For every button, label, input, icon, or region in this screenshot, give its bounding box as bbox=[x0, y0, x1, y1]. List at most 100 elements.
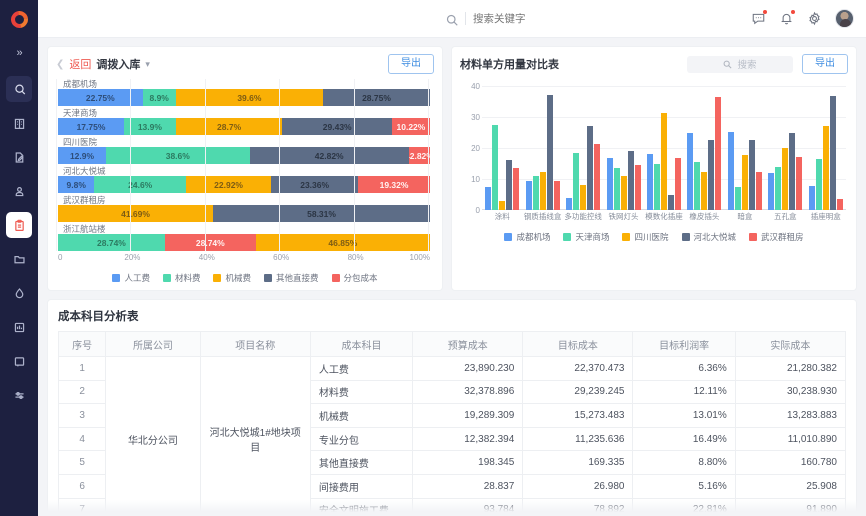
stacked-segment[interactable]: 23.36% bbox=[271, 176, 359, 193]
bar[interactable] bbox=[734, 187, 741, 210]
table-row[interactable]: 6 间接费用 28.837 26.980 5.16% 25.908 bbox=[57, 473, 847, 499]
stacked-segment[interactable]: 10.22% bbox=[391, 118, 430, 135]
bar[interactable] bbox=[727, 132, 734, 210]
bar[interactable] bbox=[513, 167, 520, 210]
bar[interactable] bbox=[492, 125, 499, 210]
stacked-segment[interactable]: 28.74% bbox=[164, 234, 256, 251]
stacked-segment[interactable]: 42.82% bbox=[408, 147, 430, 164]
bar[interactable] bbox=[573, 152, 580, 210]
bar[interactable] bbox=[485, 187, 492, 210]
search-input[interactable] bbox=[473, 12, 633, 25]
bar[interactable] bbox=[755, 171, 762, 210]
bar[interactable] bbox=[667, 195, 674, 210]
sidebar-item-contract[interactable] bbox=[6, 144, 32, 170]
bar[interactable] bbox=[627, 151, 634, 210]
bar[interactable] bbox=[613, 167, 620, 210]
stacked-segment[interactable]: 46.85% bbox=[255, 234, 430, 251]
bar[interactable] bbox=[829, 95, 836, 210]
sidebar-item-company[interactable] bbox=[6, 110, 32, 136]
app-logo[interactable] bbox=[0, 0, 38, 38]
bar[interactable] bbox=[653, 164, 660, 210]
bar[interactable] bbox=[796, 156, 803, 210]
bar[interactable] bbox=[499, 201, 506, 210]
bar[interactable] bbox=[741, 154, 748, 210]
bar[interactable] bbox=[594, 144, 601, 210]
legend-item[interactable]: 成都机场 bbox=[504, 231, 550, 243]
legend-item[interactable]: 四川医院 bbox=[622, 231, 669, 243]
sidebar-item-quality[interactable] bbox=[6, 280, 32, 306]
bar[interactable] bbox=[580, 184, 587, 210]
gear-icon[interactable] bbox=[807, 11, 822, 26]
bar[interactable] bbox=[748, 139, 755, 210]
bar[interactable] bbox=[674, 157, 681, 210]
message-icon[interactable] bbox=[751, 10, 767, 26]
stacked-segment[interactable]: 17.75% bbox=[58, 118, 125, 135]
stacked-segment[interactable]: 41.69% bbox=[58, 205, 214, 222]
bell-icon[interactable] bbox=[779, 10, 795, 26]
bar[interactable] bbox=[646, 153, 653, 210]
sidebar-item-cost[interactable] bbox=[6, 212, 32, 238]
legend-item[interactable]: 河北大悦城 bbox=[681, 231, 736, 243]
table-row[interactable]: 4 专业分包 12,382.394 11,235.636 16.49% 11,010.89… bbox=[57, 426, 847, 452]
stacked-segment[interactable]: 29.43% bbox=[282, 118, 392, 135]
bar[interactable] bbox=[506, 160, 513, 210]
table-row[interactable]: 3 机械费 19,289.309 15,273.483 13.01% 13,283.883 bbox=[57, 403, 847, 428]
stacked-segment[interactable]: 12.9% bbox=[58, 147, 106, 164]
bar[interactable] bbox=[587, 126, 594, 210]
bar[interactable] bbox=[532, 175, 539, 210]
bar[interactable] bbox=[782, 148, 789, 210]
sidebar-item-settings-panel[interactable] bbox=[6, 382, 32, 408]
stacked-segment[interactable]: 28.74% bbox=[58, 234, 165, 251]
chevron-down-icon[interactable]: ▾ bbox=[145, 58, 150, 69]
bar[interactable] bbox=[634, 165, 641, 210]
bar[interactable] bbox=[694, 162, 701, 210]
stacked-segment[interactable]: 13.9% bbox=[124, 118, 176, 135]
sidebar-item-search[interactable] bbox=[6, 76, 32, 102]
right-export-button[interactable]: 导出 bbox=[802, 54, 848, 74]
legend-item[interactable]: 机械费 bbox=[213, 272, 251, 284]
sidebar-item-monitor[interactable] bbox=[6, 314, 32, 340]
sidebar-collapse-button[interactable]: » bbox=[16, 47, 22, 59]
stacked-segment[interactable]: 19.32% bbox=[358, 176, 430, 193]
bar[interactable] bbox=[539, 171, 546, 210]
bar[interactable] bbox=[606, 158, 613, 210]
bar[interactable] bbox=[553, 181, 560, 210]
stacked-segment[interactable]: 9.8% bbox=[58, 176, 95, 193]
stacked-segment[interactable]: 22.75% bbox=[58, 89, 143, 106]
bar[interactable] bbox=[566, 197, 573, 210]
sidebar-item-personnel[interactable] bbox=[6, 178, 32, 204]
legend-item[interactable]: 武汉群租房 bbox=[749, 231, 804, 243]
avatar[interactable] bbox=[835, 9, 854, 28]
stacked-segment[interactable]: 28.75% bbox=[323, 89, 430, 106]
bar[interactable] bbox=[822, 126, 829, 210]
left-export-button[interactable]: 导出 bbox=[388, 54, 434, 74]
stacked-segment[interactable]: 22.92% bbox=[185, 176, 272, 193]
panel-search[interactable]: 搜索 bbox=[687, 55, 793, 73]
bar[interactable] bbox=[715, 96, 722, 210]
bar[interactable] bbox=[660, 112, 667, 210]
stacked-segment[interactable]: 28.7% bbox=[175, 118, 283, 135]
legend-item[interactable]: 人工费 bbox=[112, 272, 150, 284]
bar[interactable] bbox=[546, 94, 553, 210]
bar[interactable] bbox=[708, 139, 715, 210]
stacked-segment[interactable]: 58.31% bbox=[213, 205, 430, 222]
stacked-segment[interactable]: 39.6% bbox=[175, 89, 324, 106]
global-search[interactable] bbox=[446, 12, 633, 26]
bar[interactable] bbox=[775, 166, 782, 210]
bar[interactable] bbox=[620, 175, 627, 210]
table-row[interactable]: 1 华北分公司 河北大悦城1#地块项目 人工费 23,890.230 22,370.473… bbox=[57, 355, 847, 516]
bar[interactable] bbox=[768, 173, 775, 210]
bar[interactable] bbox=[701, 172, 708, 210]
table-row[interactable]: 5 其他直接费 198.345 169.335 8.80% 160.780 bbox=[57, 450, 847, 475]
stacked-segment[interactable]: 8.9% bbox=[142, 89, 176, 106]
sidebar-item-device[interactable] bbox=[6, 348, 32, 374]
stacked-segment[interactable]: 38.6% bbox=[105, 147, 250, 164]
legend-item[interactable]: 天津商场 bbox=[563, 231, 609, 243]
table-row[interactable]: 2 材料费 32,378.896 29,239.245 12.11% 30,238.930 bbox=[57, 379, 847, 405]
legend-item[interactable]: 其他直接费 bbox=[264, 272, 319, 284]
stacked-segment[interactable]: 42.82% bbox=[249, 147, 409, 164]
bar[interactable] bbox=[808, 186, 815, 210]
legend-item[interactable]: 分包成本 bbox=[331, 272, 378, 284]
bar[interactable] bbox=[836, 198, 843, 210]
back-link[interactable]: 返回 bbox=[69, 59, 92, 71]
